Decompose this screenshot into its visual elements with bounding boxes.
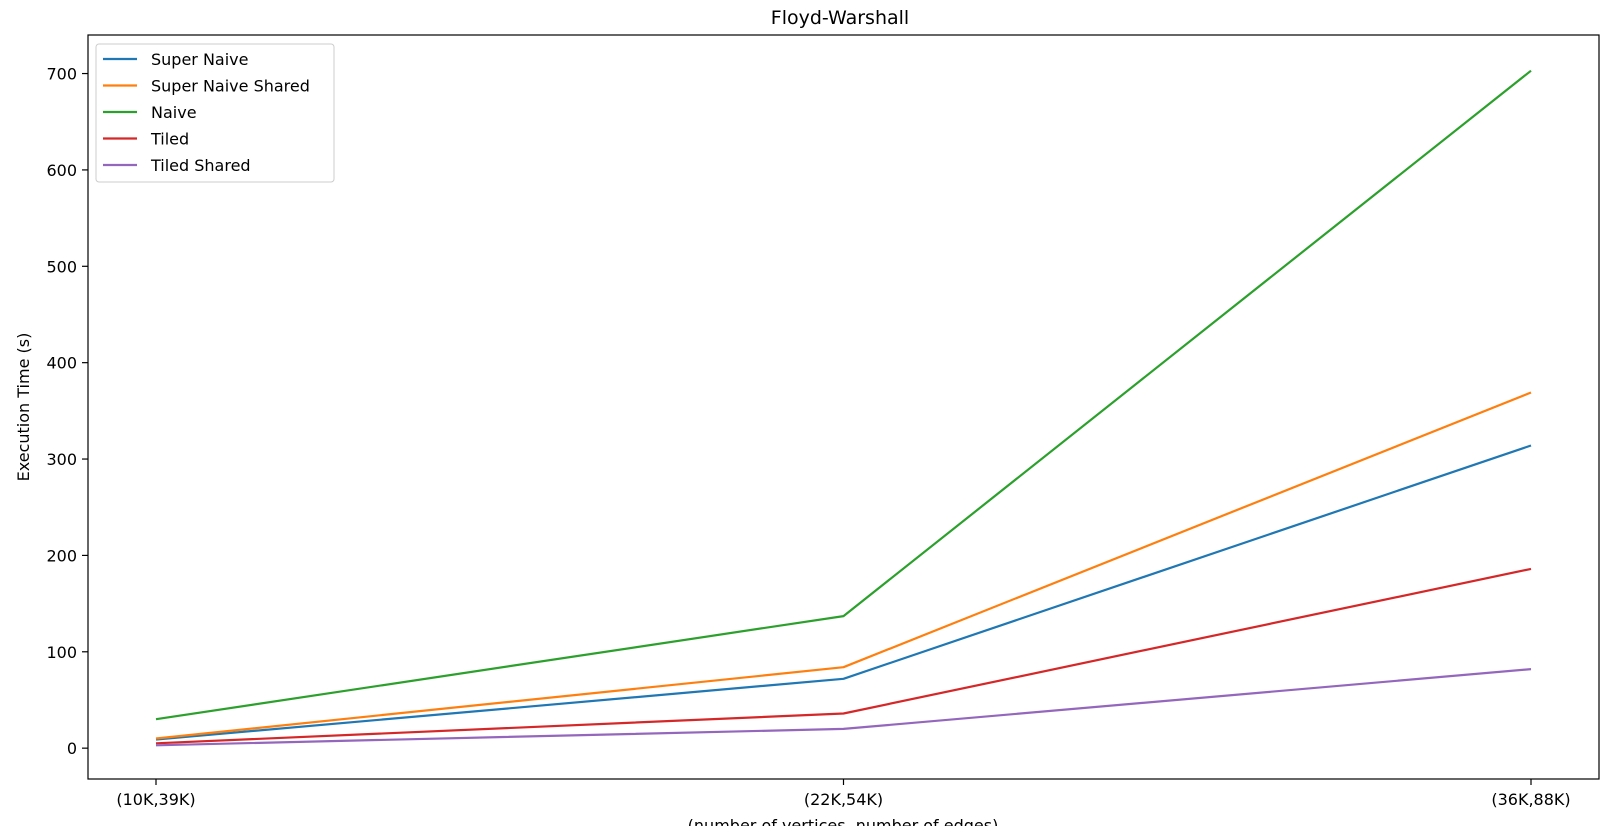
series-line-tiled xyxy=(155,567,1532,745)
axes-ticks: 0 100 200 300 400 500 600 700 (10K,39K) (22K,54K)… xyxy=(46,65,1570,809)
legend: Super Naive Super Naive Shared Naive Tiled T… xyxy=(95,43,335,183)
x-tick-label: (10K,39K) xyxy=(116,790,195,809)
legend-label: Tiled Shared xyxy=(150,156,251,175)
series-line-super-naive xyxy=(155,444,1532,741)
series-line-naive xyxy=(155,69,1532,721)
legend-label: Tiled xyxy=(150,130,189,149)
y-tick-label: 0 xyxy=(67,739,77,758)
y-tick-label: 700 xyxy=(46,65,77,84)
y-tick-label: 300 xyxy=(46,450,77,469)
y-tick-label: 400 xyxy=(46,354,77,373)
y-tick-label: 200 xyxy=(46,546,77,565)
legend-label: Super Naive Shared xyxy=(151,77,310,96)
x-tick-label: (22K,54K) xyxy=(804,790,883,809)
y-tick-label: 500 xyxy=(46,257,77,276)
y-axis-title: Execution Time (s) xyxy=(14,333,33,482)
y-tick-label: 600 xyxy=(46,161,77,180)
series-line-tiled-shared xyxy=(155,668,1532,747)
chart-title: Floyd-Warshall xyxy=(771,7,909,29)
y-tick-label: 100 xyxy=(46,643,77,662)
x-axis-title: (number of vertices, number of edges) xyxy=(688,816,999,826)
x-tick-label: (36K,88K) xyxy=(1491,790,1570,809)
plot-area xyxy=(155,69,1532,747)
legend-label: Naive xyxy=(151,103,197,122)
series-line-super-naive-shared xyxy=(155,391,1532,740)
legend-box xyxy=(95,43,335,183)
legend-label: Super Naive xyxy=(151,50,249,69)
